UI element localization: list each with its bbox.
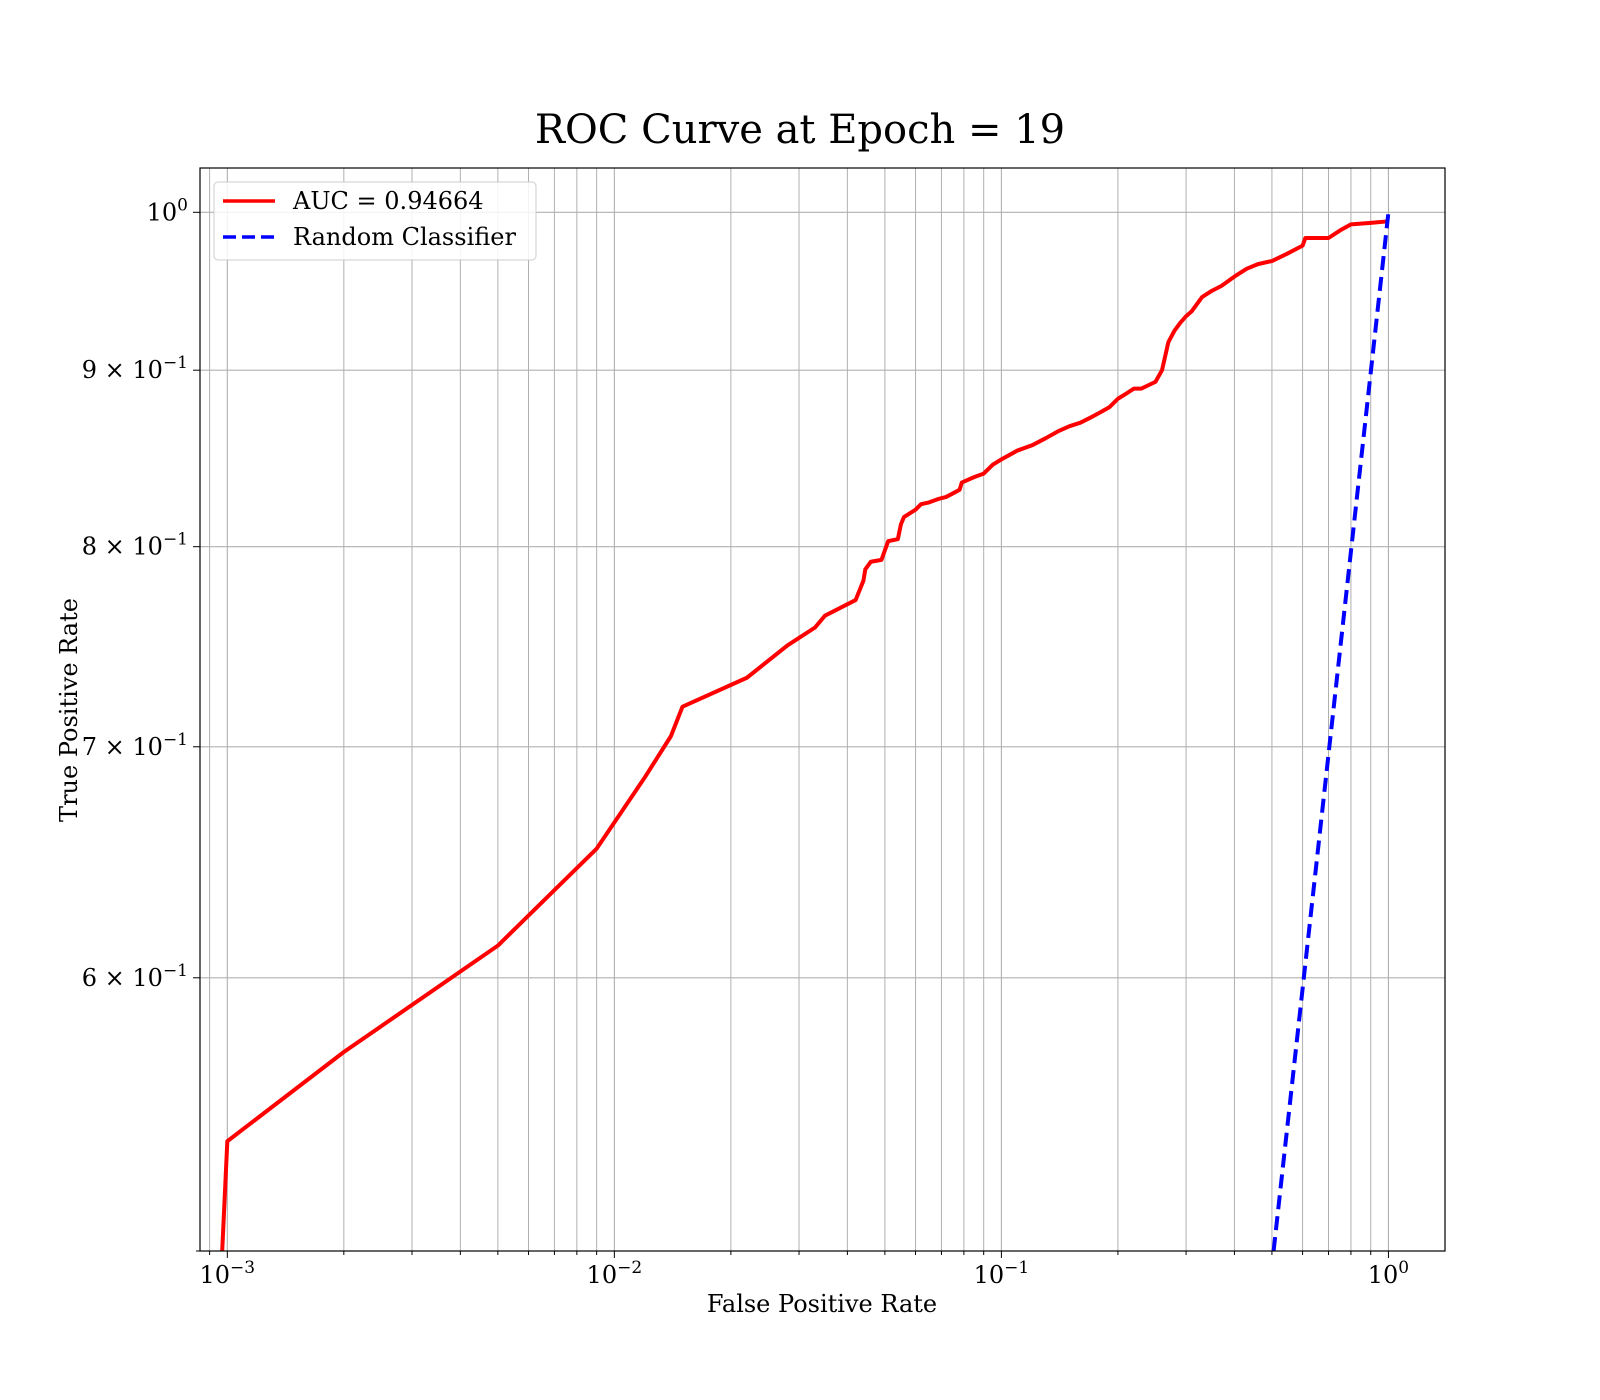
- plot-frame: [199, 167, 1446, 1252]
- x-tick-label: 10−3: [200, 1258, 256, 1289]
- y-tick-label: 100: [147, 195, 188, 226]
- x-tick-label: 100: [1368, 1258, 1409, 1289]
- chart-title: ROC Curve at Epoch = 19: [535, 107, 1065, 153]
- series-auc-line: [220, 219, 1389, 1251]
- y-tick-label: 9 × 10−1: [82, 353, 188, 384]
- x-axis-ticks: 10−3 10−2 10−1 100: [200, 1251, 1409, 1289]
- y-axis-label: True Positive Rate: [55, 598, 83, 822]
- y-tick-label: 8 × 10−1: [82, 530, 188, 561]
- series-random-classifier-line: [1271, 212, 1391, 1251]
- x-tick-label: 10−1: [974, 1258, 1030, 1289]
- y-tick-label: 6 × 10−1: [82, 961, 188, 992]
- legend-label-auc: AUC = 0.94664: [292, 187, 484, 215]
- legend-box: [213, 181, 537, 261]
- series-lines: [220, 212, 1391, 1251]
- legend-label-random: Random Classifier: [293, 223, 516, 251]
- y-tick-label: 7 × 10−1: [82, 730, 188, 761]
- x-tick-label: 10−2: [587, 1258, 643, 1289]
- legend: AUC = 0.94664 Random Classifier: [213, 181, 537, 261]
- x-axis-label: False Positive Rate: [707, 1290, 937, 1318]
- grid-lines: [200, 168, 1445, 1251]
- y-axis-ticks: 100 9 × 10−1 8 × 10−1 7 × 10−1 6 × 10−1: [82, 195, 200, 1252]
